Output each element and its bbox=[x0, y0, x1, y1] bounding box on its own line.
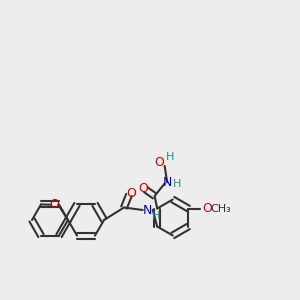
Text: H: H bbox=[152, 211, 161, 221]
Text: O: O bbox=[50, 198, 59, 211]
Text: N: N bbox=[163, 176, 172, 189]
Text: H: H bbox=[172, 179, 181, 189]
Text: H: H bbox=[166, 152, 174, 162]
Text: CH₃: CH₃ bbox=[211, 203, 231, 214]
Text: N: N bbox=[143, 203, 152, 217]
Text: O: O bbox=[155, 156, 165, 169]
Text: O: O bbox=[139, 182, 148, 195]
Text: O: O bbox=[202, 202, 212, 215]
Text: O: O bbox=[127, 187, 136, 200]
